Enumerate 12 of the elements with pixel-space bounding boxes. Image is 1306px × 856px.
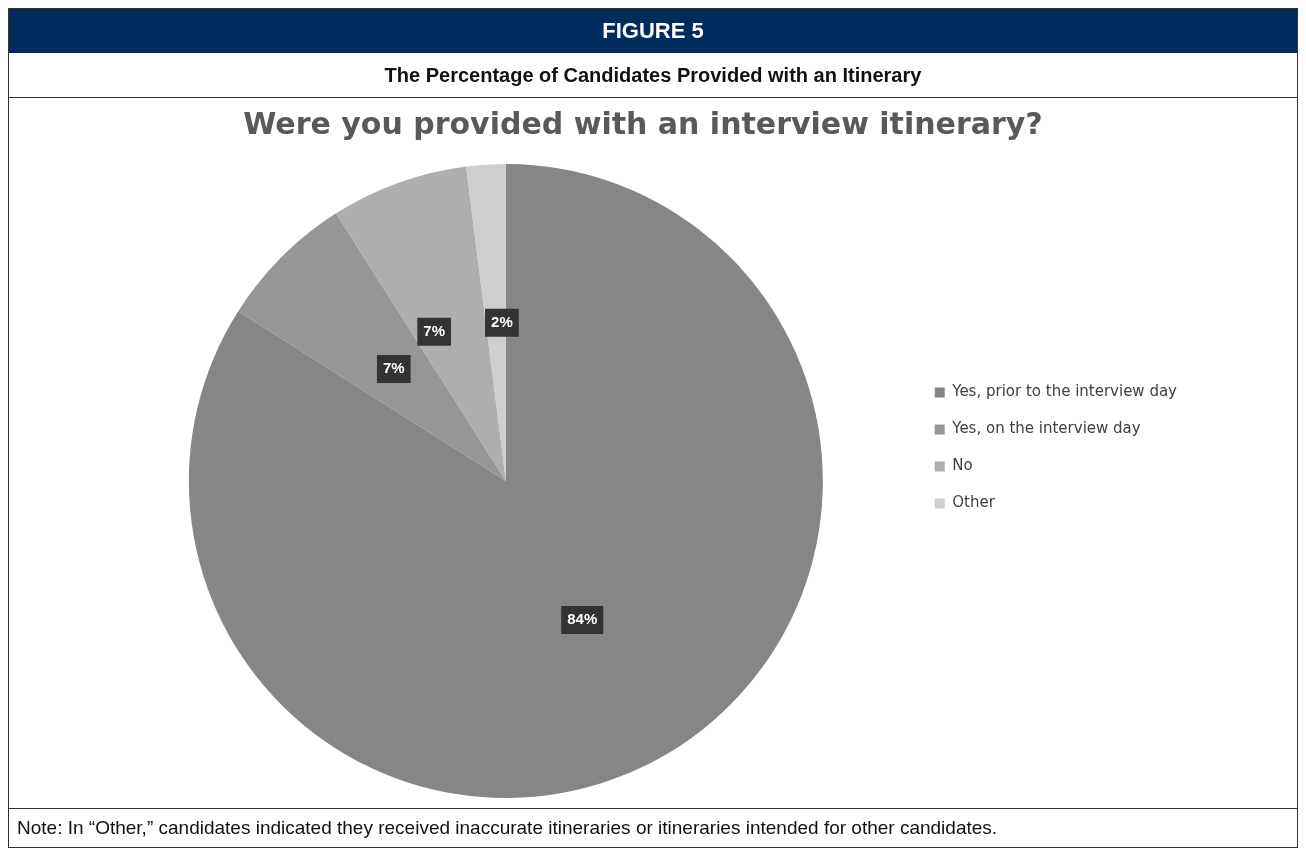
chart-title: Were you provided with an interview itinerary? — [243, 105, 1043, 141]
legend-label: Yes, on the interview day — [951, 419, 1141, 438]
data-label: 84% — [567, 610, 598, 628]
legend-label: Yes, prior to the interview day — [951, 382, 1178, 401]
legend-label: No — [952, 456, 973, 475]
legend-label: Other — [952, 493, 996, 512]
caption: FIGURE 5 — [9, 9, 1297, 53]
text: Note: In “Other,” candidates indicated they received inaccurate itineraries or itineraries intended for other candidates. — [9, 808, 1297, 847]
data-label: 7% — [423, 322, 446, 340]
data-label: 2% — [491, 312, 513, 330]
data-label: 7% — [382, 359, 405, 377]
chart-subtitle: The Percentage of Candidates Provided with an Itinerary — [9, 53, 1297, 98]
